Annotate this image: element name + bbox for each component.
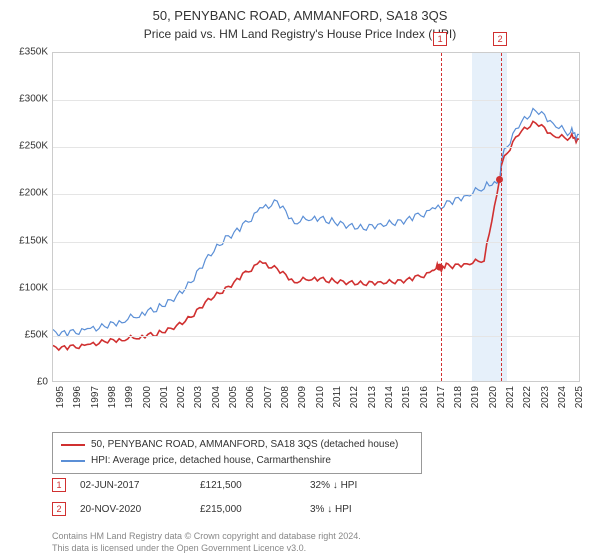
gridline-h <box>53 147 579 148</box>
x-axis-label: 2023 <box>540 386 551 416</box>
y-axis-label: £250K <box>8 141 48 152</box>
x-axis-label: 2011 <box>332 386 343 416</box>
gridline-h <box>53 100 579 101</box>
gridline-h <box>53 194 579 195</box>
sale-marker-1: 1 <box>52 478 66 492</box>
chart-subtitle: Price paid vs. HM Land Registry's House … <box>0 23 600 47</box>
x-axis-label: 2000 <box>142 386 153 416</box>
x-axis-label: 2006 <box>245 386 256 416</box>
sale-marker-icon: 2 <box>493 32 507 46</box>
y-axis-label: £150K <box>8 235 48 246</box>
x-axis-label: 2017 <box>436 386 447 416</box>
y-axis-label: £100K <box>8 282 48 293</box>
x-axis-label: 2008 <box>280 386 291 416</box>
x-axis-label: 2018 <box>453 386 464 416</box>
plot-area <box>52 52 580 382</box>
sale-price-2: £215,000 <box>200 504 310 515</box>
x-axis-label: 1996 <box>72 386 83 416</box>
x-axis-label: 2012 <box>349 386 360 416</box>
x-axis-label: 2003 <box>193 386 204 416</box>
gridline-h <box>53 289 579 290</box>
y-axis-label: £350K <box>8 47 48 58</box>
chart-container: 50, PENYBANC ROAD, AMMANFORD, SA18 3QS P… <box>0 0 600 560</box>
sale-date-2: 20-NOV-2020 <box>80 504 200 515</box>
x-axis-label: 2019 <box>470 386 481 416</box>
x-axis-label: 2005 <box>228 386 239 416</box>
x-axis-label: 2015 <box>401 386 412 416</box>
x-axis-label: 2004 <box>211 386 222 416</box>
legend-item: 50, PENYBANC ROAD, AMMANFORD, SA18 3QS (… <box>61 437 413 453</box>
sale-diff-2: 3% ↓ HPI <box>310 504 352 515</box>
sale-date-1: 02-JUN-2017 <box>80 480 200 491</box>
gridline-h <box>53 242 579 243</box>
x-axis-label: 1997 <box>90 386 101 416</box>
x-axis-label: 2009 <box>297 386 308 416</box>
x-axis-label: 2001 <box>159 386 170 416</box>
x-axis-label: 2010 <box>315 386 326 416</box>
sale-row-2: 2 20-NOV-2020 £215,000 3% ↓ HPI <box>52 502 352 516</box>
legend-item: HPI: Average price, detached house, Carm… <box>61 453 413 469</box>
legend-swatch <box>61 460 85 462</box>
x-axis-label: 2007 <box>263 386 274 416</box>
x-axis-label: 1998 <box>107 386 118 416</box>
y-axis-label: £50K <box>8 329 48 340</box>
sale-diff-1: 32% ↓ HPI <box>310 480 357 491</box>
legend: 50, PENYBANC ROAD, AMMANFORD, SA18 3QS (… <box>52 432 422 474</box>
x-axis-label: 2020 <box>488 386 499 416</box>
x-axis-label: 2016 <box>419 386 430 416</box>
x-axis-label: 2002 <box>176 386 187 416</box>
y-axis-label: £300K <box>8 94 48 105</box>
chart-title: 50, PENYBANC ROAD, AMMANFORD, SA18 3QS <box>0 0 600 23</box>
x-axis-label: 1999 <box>124 386 135 416</box>
footer-line-1: Contains HM Land Registry data © Crown c… <box>52 530 361 542</box>
sale-marker-icon: 1 <box>433 32 447 46</box>
series-hpi <box>53 108 579 336</box>
x-axis-label: 2022 <box>522 386 533 416</box>
x-axis-label: 1995 <box>55 386 66 416</box>
x-axis-label: 2013 <box>367 386 378 416</box>
x-axis-label: 2025 <box>574 386 585 416</box>
gridline-h <box>53 336 579 337</box>
y-axis-label: £200K <box>8 188 48 199</box>
sale-price-1: £121,500 <box>200 480 310 491</box>
x-axis-label: 2021 <box>505 386 516 416</box>
line-series-layer <box>53 53 579 381</box>
legend-label: 50, PENYBANC ROAD, AMMANFORD, SA18 3QS (… <box>91 437 398 453</box>
legend-label: HPI: Average price, detached house, Carm… <box>91 453 331 469</box>
y-axis-label: £0 <box>8 377 48 388</box>
sale-vline <box>501 53 502 381</box>
footer: Contains HM Land Registry data © Crown c… <box>52 530 361 554</box>
x-axis-label: 2014 <box>384 386 395 416</box>
sale-marker-2: 2 <box>52 502 66 516</box>
sale-vline <box>441 53 442 381</box>
sale-row-1: 1 02-JUN-2017 £121,500 32% ↓ HPI <box>52 478 357 492</box>
x-axis-label: 2024 <box>557 386 568 416</box>
legend-swatch <box>61 444 85 446</box>
footer-line-2: This data is licensed under the Open Gov… <box>52 542 361 554</box>
